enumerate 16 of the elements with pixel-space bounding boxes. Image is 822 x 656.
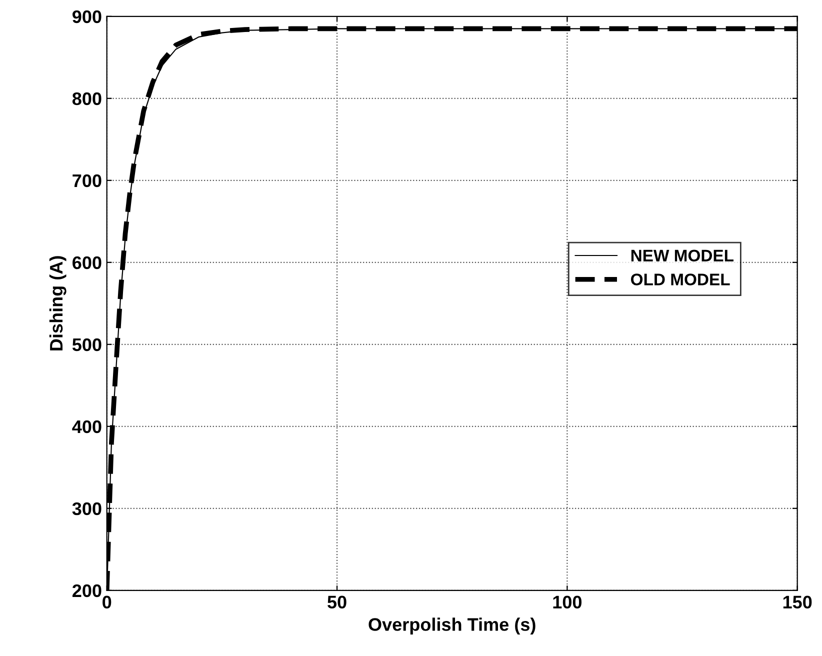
y-tick-label: 400 xyxy=(72,420,102,434)
y-tick-label: 500 xyxy=(72,338,102,352)
y-tick-label: 300 xyxy=(72,502,102,516)
x-tick-label: 100 xyxy=(553,596,582,609)
legend-label: OLD MODEL xyxy=(630,274,730,286)
x-tick-label: 150 xyxy=(783,596,812,609)
x-axis-title: Overpolish Time (s) xyxy=(368,618,536,634)
y-tick-label: 700 xyxy=(72,174,102,188)
x-tick-label: 50 xyxy=(328,596,346,609)
y-tick-label: 900 xyxy=(72,10,102,24)
y-tick-label: 600 xyxy=(72,256,102,270)
x-tick-label: 0 xyxy=(102,596,112,609)
y-tick-label: 800 xyxy=(72,92,102,106)
legend-label: NEW MODEL xyxy=(631,250,734,262)
y-axis-title: Dishing (A) xyxy=(49,256,66,350)
y-tick-label: 200 xyxy=(72,584,102,598)
